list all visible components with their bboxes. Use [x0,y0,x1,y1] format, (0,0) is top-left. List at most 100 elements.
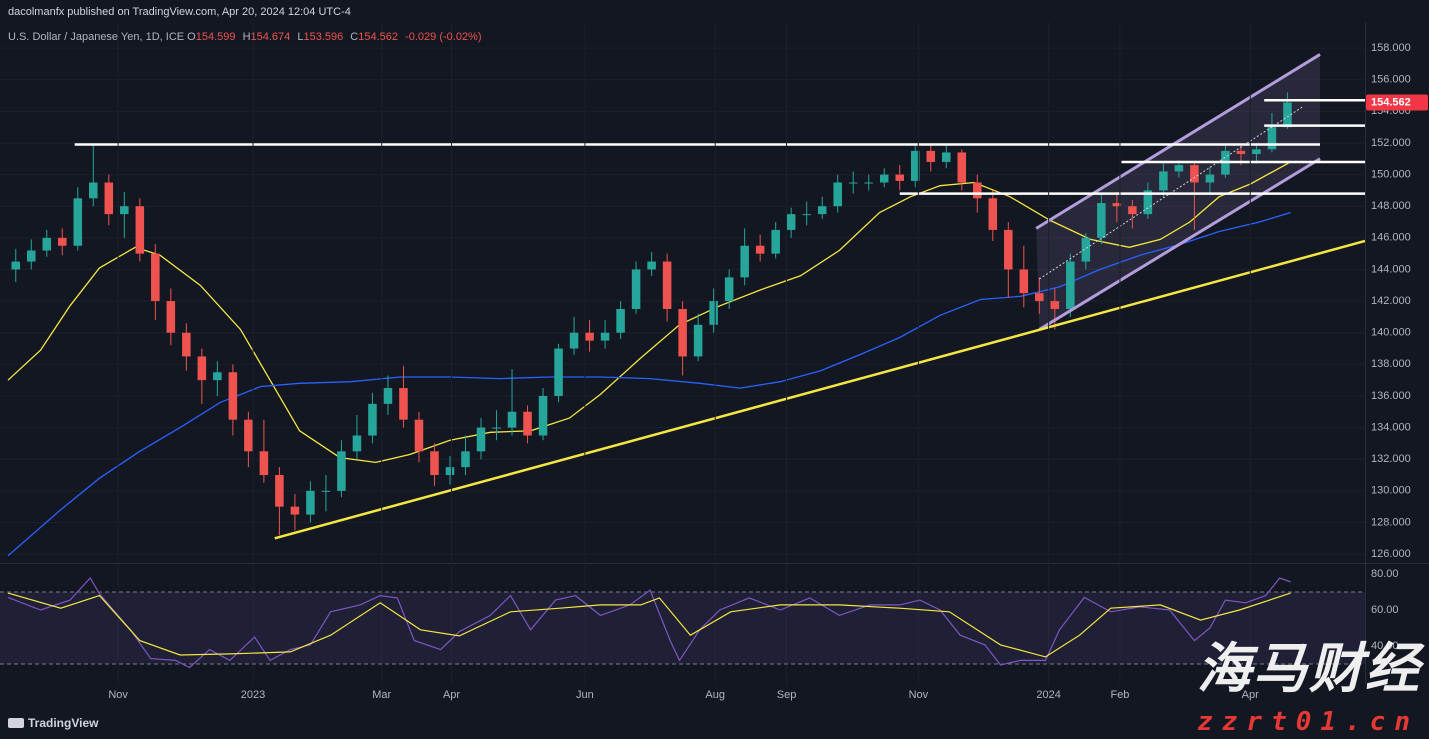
candle-body [973,182,982,199]
candle-body [662,261,672,309]
ohlc-value: 154.674 [250,31,291,43]
candle-body [616,308,625,333]
candle-body [631,269,641,309]
channel-line [1035,53,1321,230]
y-tick-label: 40.00 [1371,640,1399,652]
y-tick-label: 138.000 [1371,358,1411,370]
last-price-label: 154.562 [1371,96,1411,108]
candle-body [957,152,967,183]
candle-body [244,419,253,452]
y-tick-label: 136.000 [1371,390,1411,402]
x-tick-label: Nov [108,689,128,701]
moving-average [7,161,1291,464]
published-line: dacolmanfx published on TradingView.com,… [8,6,351,18]
candle-body [507,411,517,428]
candle-body [399,388,408,420]
candle-body [1283,102,1292,128]
brand[interactable]: TradingView [8,716,98,730]
candle-body [1050,301,1060,309]
candle-body [1174,165,1184,172]
x-tick-label: Sep [777,689,797,701]
candle-body [104,182,114,215]
candle-body [848,182,858,184]
y-tick-label: 134.000 [1371,421,1411,433]
candle-body [554,348,563,396]
y-tick-label: 146.000 [1371,232,1411,244]
rsi-band [0,591,1365,664]
candle-body [879,174,889,183]
candle-body [926,150,936,162]
candle-body [182,332,191,357]
x-tick-label: 2024 [1036,689,1060,701]
x-tick-label: Apr [1242,689,1259,701]
candle-body [1205,174,1215,183]
symbol: U.S. Dollar / Japanese Yen, 1D, ICE [8,31,185,43]
candle-body [523,411,532,436]
candle-body [678,308,687,357]
candle-body [569,332,579,349]
moving-average [7,211,1291,557]
candle-body [771,229,780,254]
y-tick-label: 158.000 [1371,42,1411,54]
candle-body [492,427,501,429]
brand-text: TradingView [28,716,99,730]
candle-body [73,198,83,246]
y-tick-label: 140.000 [1371,327,1411,339]
rsi-pane [0,576,1365,669]
candle-body [693,324,703,357]
brand-logo [8,718,24,728]
candle-body [1190,165,1199,183]
candle-body [1112,203,1122,207]
x-tick-label: Nov [909,689,929,701]
candle-body [1267,127,1277,150]
y-tick-label: 144.000 [1371,263,1411,275]
candle-body [120,206,129,215]
candle-body [461,451,470,468]
ohlc-value: 153.596 [303,31,344,43]
price-pane [0,47,1365,557]
ohlc-value: 154.599 [195,31,236,43]
x-tick-label: Jun [576,689,594,701]
y-tick-label: 80.00 [1371,568,1399,580]
y-tick-label: 130.000 [1371,485,1411,497]
candle-body [430,451,439,476]
ohlc-label: H [242,31,251,43]
candle-body [740,245,749,278]
candle-body [1066,261,1075,309]
candle-body [306,490,315,515]
candle-body [1236,150,1246,155]
trendline [274,239,1365,540]
candle-body [942,152,951,162]
x-tick-label: Aug [705,689,725,701]
y-tick-label: 148.000 [1371,200,1411,212]
candle-body [290,506,300,515]
channel-fill [1036,54,1320,330]
candle-body [786,214,796,230]
candle-body [26,250,36,262]
candle-body [755,245,765,254]
watermark-site: zzrt01.cn [1197,707,1419,737]
candle-body [414,419,424,452]
ohlc-label: L [297,31,304,43]
candle-body [802,214,811,216]
candle-body [988,198,998,230]
x-tick-label: Mar [372,689,391,701]
candle-body [895,174,905,181]
y-tick-label: 128.000 [1371,516,1411,528]
candle-body [445,467,455,476]
candle-body [11,261,21,270]
y-tick-label: 156.000 [1371,74,1411,86]
candle-body [817,206,827,215]
candle-body [151,253,160,302]
y-tick-label: 152.000 [1371,137,1411,149]
watermark-title: 海马财经 [1197,637,1421,700]
candle-body [259,451,269,476]
candle-body [1019,269,1029,294]
last-price-box [1366,94,1428,111]
ohlc-value: 154.562 [358,31,399,43]
candle-body [89,182,98,199]
candle-body [1159,171,1168,191]
candle-body [197,356,207,381]
